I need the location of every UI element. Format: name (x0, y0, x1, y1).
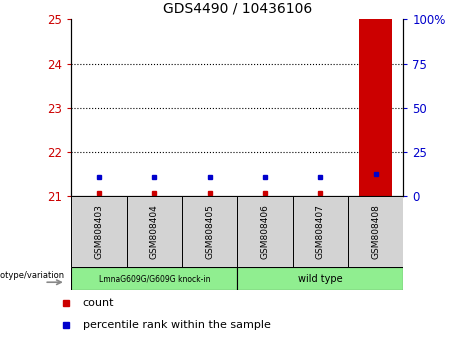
Bar (293, 196, 348, 267)
Bar (348, 196, 403, 267)
Text: GSM808403: GSM808403 (95, 204, 104, 259)
Text: count: count (83, 298, 114, 308)
Bar (237, 267, 403, 290)
Text: GSM808406: GSM808406 (260, 204, 270, 259)
Text: GSM808407: GSM808407 (316, 204, 325, 259)
Text: LmnaG609G/G609G knock-in: LmnaG609G/G609G knock-in (99, 274, 210, 283)
Text: wild type: wild type (298, 274, 343, 284)
Bar (71, 196, 127, 267)
Text: GSM808408: GSM808408 (371, 204, 380, 259)
Bar (182, 196, 237, 267)
Text: GSM808404: GSM808404 (150, 205, 159, 259)
Title: GDS4490 / 10436106: GDS4490 / 10436106 (163, 1, 312, 16)
Bar (359, 19, 392, 196)
Text: percentile rank within the sample: percentile rank within the sample (83, 320, 271, 330)
Text: genotype/variation: genotype/variation (0, 271, 65, 280)
Text: GSM808405: GSM808405 (205, 204, 214, 259)
Bar (127, 196, 182, 267)
Bar (71, 267, 237, 290)
Bar (237, 196, 293, 267)
